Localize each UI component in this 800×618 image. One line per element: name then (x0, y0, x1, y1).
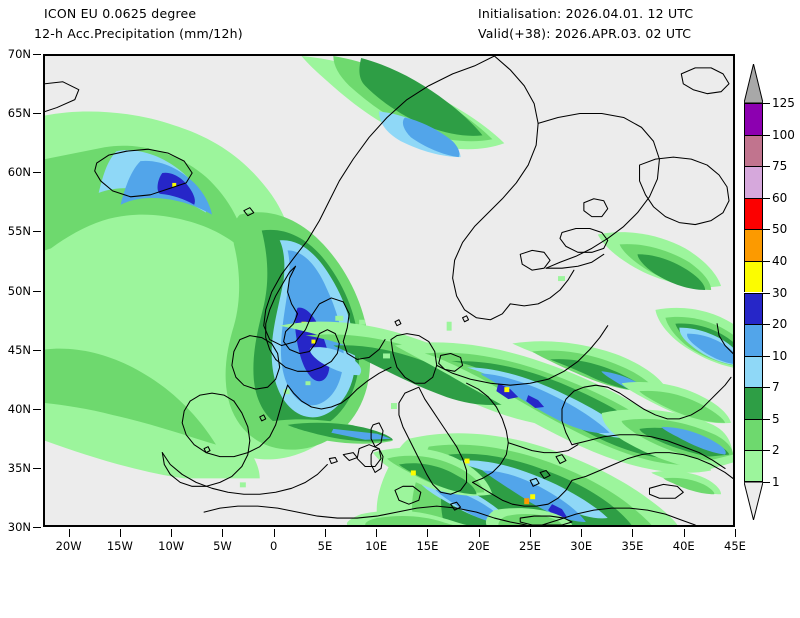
colorbar-label: 7 (772, 380, 780, 395)
x-axis-tick (171, 529, 173, 537)
colorbar-tick (763, 355, 770, 357)
y-axis-label: 50N (7, 283, 31, 298)
colorbar-tick (763, 292, 770, 294)
y-axis-tick (33, 113, 41, 115)
colorbar-tick (763, 134, 770, 136)
colorbar-tick (763, 418, 770, 420)
x-axis-label: 10W (158, 539, 185, 553)
x-axis-label: 10E (365, 539, 388, 553)
colorbar-band (744, 355, 763, 388)
x-axis-tick (273, 529, 275, 537)
colorbar-label: 40 (772, 253, 788, 268)
colorbar-band (744, 387, 763, 419)
colorbar-band (744, 103, 763, 135)
x-axis-label: 25E (519, 539, 541, 553)
y-axis-label: 65N (7, 106, 31, 121)
y-axis-tick (33, 290, 41, 292)
x-axis-label: 0 (269, 539, 278, 553)
y-axis-tick (33, 349, 41, 351)
x-axis-label: 15E (416, 539, 439, 553)
colorbar-band (744, 197, 763, 230)
colorbar-band (744, 134, 763, 167)
y-axis: 30N 35N 40N 45N 50N 55N 60N 65N 70N (0, 47, 41, 534)
x-axis-label: 20E (467, 539, 490, 553)
y-axis-label: 60N (7, 165, 31, 180)
colorbar-under-arrow (744, 482, 763, 520)
colorbar-tick (763, 324, 770, 326)
x-axis-tick (529, 529, 531, 537)
y-axis-label: 70N (7, 47, 31, 61)
colorbar-band (744, 292, 763, 325)
x-axis-tick (222, 529, 224, 537)
valid-time: Valid(+38): 2026.APR.03. 02 UTC (478, 26, 692, 41)
x-axis-tick (427, 529, 429, 537)
colorbar-tick (763, 482, 770, 483)
initialisation-time: Initialisation: 2026.04.01. 12 UTC (478, 6, 694, 21)
colorbar-label: 30 (772, 285, 788, 300)
colorbar-tick (763, 450, 770, 452)
colorbar-band (744, 260, 763, 293)
x-axis-label: 5E (317, 539, 333, 553)
y-axis-label: 55N (7, 224, 31, 239)
colorbar-band (744, 450, 763, 482)
x-axis-tick (119, 529, 121, 537)
colorbar-over-arrow (744, 64, 763, 103)
x-axis-tick (324, 529, 326, 537)
colorbar-band (744, 324, 763, 356)
y-axis-tick (33, 54, 41, 55)
colorbar-label: 10 (772, 348, 788, 363)
y-axis-tick (33, 172, 41, 174)
x-axis-label: 20W (55, 539, 82, 553)
x-axis: 20W 15W 10W 5W 0 5E 10E 15E 20E 25E 30E 35E 40E 45E (43, 529, 746, 555)
x-axis-label: 45E (724, 539, 746, 553)
colorbar-label: 5 (772, 411, 780, 426)
colorbar-label: 2 (772, 443, 780, 458)
y-axis-tick (33, 467, 41, 469)
field-title: 12-h Acc.Precipitation (mm/12h) (34, 26, 243, 41)
x-axis-label: 15W (106, 539, 133, 553)
x-axis-label: 40E (672, 539, 695, 553)
x-axis-tick (376, 529, 378, 537)
colorbar-label: 125 (772, 96, 795, 110)
colorbar-label: 50 (772, 222, 788, 237)
map-plot-area (43, 54, 735, 527)
colorbar-tick (763, 166, 770, 168)
x-axis-tick (68, 529, 70, 537)
colorbar-label: 100 (772, 127, 795, 142)
precipitation-field (45, 56, 733, 525)
colorbar-band (744, 418, 763, 451)
x-axis-tick (478, 529, 480, 537)
colorbar: 125 100 75 60 50 40 30 20 10 7 5 2 1 (744, 96, 795, 489)
x-axis-label: 35E (621, 539, 644, 553)
y-axis-label: 30N (7, 520, 31, 534)
colorbar-label: 1 (772, 475, 780, 489)
y-axis-tick (33, 527, 41, 528)
y-axis-label: 45N (7, 342, 31, 357)
x-axis-tick (632, 529, 634, 537)
colorbar-tick (763, 260, 770, 262)
colorbar-tick (763, 103, 770, 104)
x-axis-tick (581, 529, 583, 537)
y-axis-tick (33, 408, 41, 410)
x-axis-tick (735, 529, 736, 537)
colorbar-tick (763, 387, 770, 389)
y-axis-label: 35N (7, 460, 31, 475)
colorbar-band (744, 229, 763, 261)
model-title: ICON EU 0.0625 degree (44, 6, 197, 21)
colorbar-tick (763, 229, 770, 231)
y-axis-tick (33, 231, 41, 233)
colorbar-label: 20 (772, 317, 788, 332)
x-axis-label: 30E (570, 539, 593, 553)
x-axis-label: 5W (213, 539, 232, 553)
y-axis-label: 40N (7, 401, 31, 416)
colorbar-label: 75 (772, 159, 788, 174)
colorbar-band (744, 166, 763, 198)
colorbar-label: 60 (772, 190, 788, 205)
x-axis-tick (683, 529, 685, 537)
colorbar-tick (763, 197, 770, 199)
